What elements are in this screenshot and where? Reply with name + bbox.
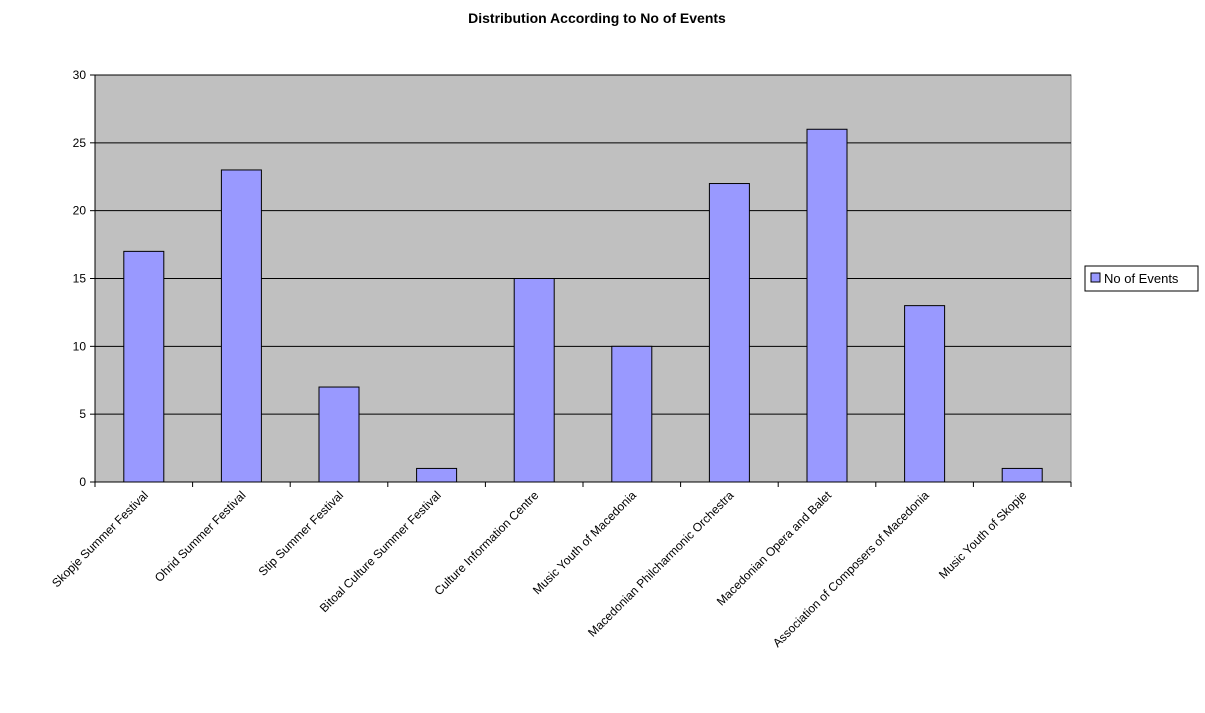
x-tick-label: Stip Summer Festival	[256, 488, 347, 579]
x-tick-label: Music Youth of Macedonia	[530, 488, 639, 597]
bar	[318, 386, 360, 483]
bar	[513, 278, 555, 483]
legend: No of Events	[1084, 265, 1199, 292]
bar	[1001, 467, 1043, 483]
bar	[904, 305, 946, 483]
axes	[90, 74, 1072, 487]
x-tick-label: Skopje Summer Festival	[49, 488, 151, 590]
bar	[611, 345, 653, 483]
y-tick-label: 15	[73, 272, 87, 286]
bar	[123, 250, 165, 483]
y-tick-label: 25	[73, 136, 87, 150]
x-tick-label: Music Youth of Skopje	[936, 488, 1030, 582]
bars	[123, 128, 1043, 483]
x-tick-label: Association of Composers of Macedonia	[770, 488, 932, 650]
bar	[708, 183, 750, 483]
x-tick-label: Ohrid Summer Festival	[152, 488, 249, 585]
legend-swatch	[1090, 272, 1101, 283]
bar	[416, 467, 458, 483]
y-tick-labels: 0 5 10 15 20 25 30	[73, 68, 87, 489]
x-tick-label: Macedonian Opera and Balet	[714, 488, 835, 609]
bar	[806, 128, 848, 483]
y-tick-label: 30	[73, 68, 87, 82]
legend-label: No of Events	[1104, 271, 1179, 286]
y-tick-label: 10	[73, 339, 87, 353]
y-tick-label: 5	[79, 407, 86, 421]
x-tick-label: Culture Information Centre	[431, 488, 541, 598]
chart-title: Distribution According to No of Events	[468, 10, 726, 26]
y-tick-label: 0	[79, 475, 86, 489]
legend-box	[1084, 265, 1199, 292]
x-tick-labels: Skopje Summer Festival Ohrid Summer Festi…	[49, 488, 1029, 650]
y-tick-label: 20	[73, 204, 87, 218]
bar	[220, 169, 262, 483]
